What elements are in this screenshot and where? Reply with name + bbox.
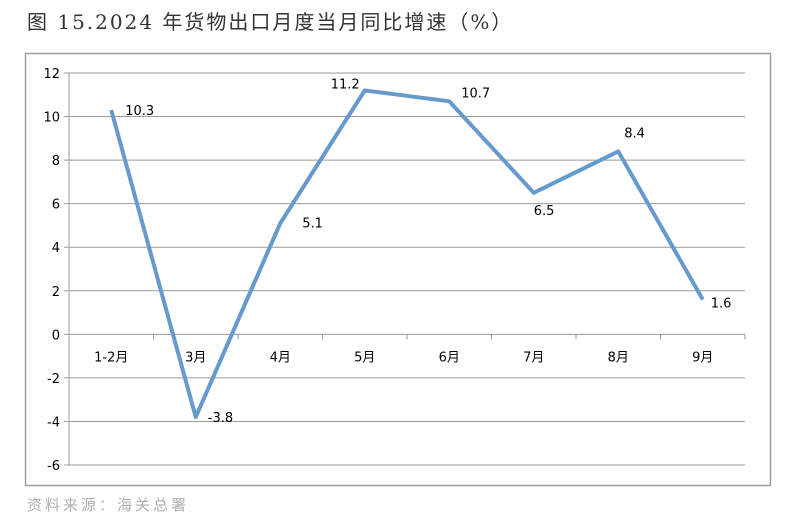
x-tick-label: 1-2月	[94, 350, 128, 365]
y-tick-label: -6	[47, 459, 60, 474]
y-tick-label: 0	[52, 328, 60, 343]
y-tick-label: 10	[43, 111, 60, 126]
y-tick-label: 2	[52, 285, 60, 300]
series-line	[109, 88, 705, 420]
data-label: 10.7	[461, 86, 490, 101]
y-tick-label: 4	[52, 241, 60, 256]
data-label: 8.4	[624, 126, 645, 141]
y-tick-label: 6	[52, 198, 60, 213]
x-tick-label: 8月	[608, 350, 629, 365]
x-tick-label: 4月	[270, 350, 291, 365]
y-tick-label: 12	[43, 67, 60, 82]
data-label: -3.8	[208, 411, 233, 426]
y-tick-label: -4	[47, 415, 60, 430]
chart-title: 图 15.2024 年货物出口月度当月同比增速（%）	[27, 10, 514, 34]
y-tick-label: -2	[47, 372, 60, 387]
data-label: 5.1	[302, 216, 323, 231]
data-label: 1.6	[711, 296, 732, 311]
chart-frame	[24, 52, 772, 487]
source-note: 资料来源：海关总署	[27, 496, 190, 514]
data-label: 6.5	[534, 204, 555, 219]
y-tick-label: 8	[52, 154, 60, 169]
data-label: 10.3	[125, 104, 154, 119]
x-tick-label: 6月	[439, 350, 460, 365]
x-tick-label: 5月	[354, 350, 375, 365]
data-label: 11.2	[331, 77, 360, 92]
x-tick-label: 3月	[185, 350, 206, 365]
x-tick-label: 9月	[692, 350, 713, 365]
x-tick-label: 7月	[523, 350, 544, 365]
